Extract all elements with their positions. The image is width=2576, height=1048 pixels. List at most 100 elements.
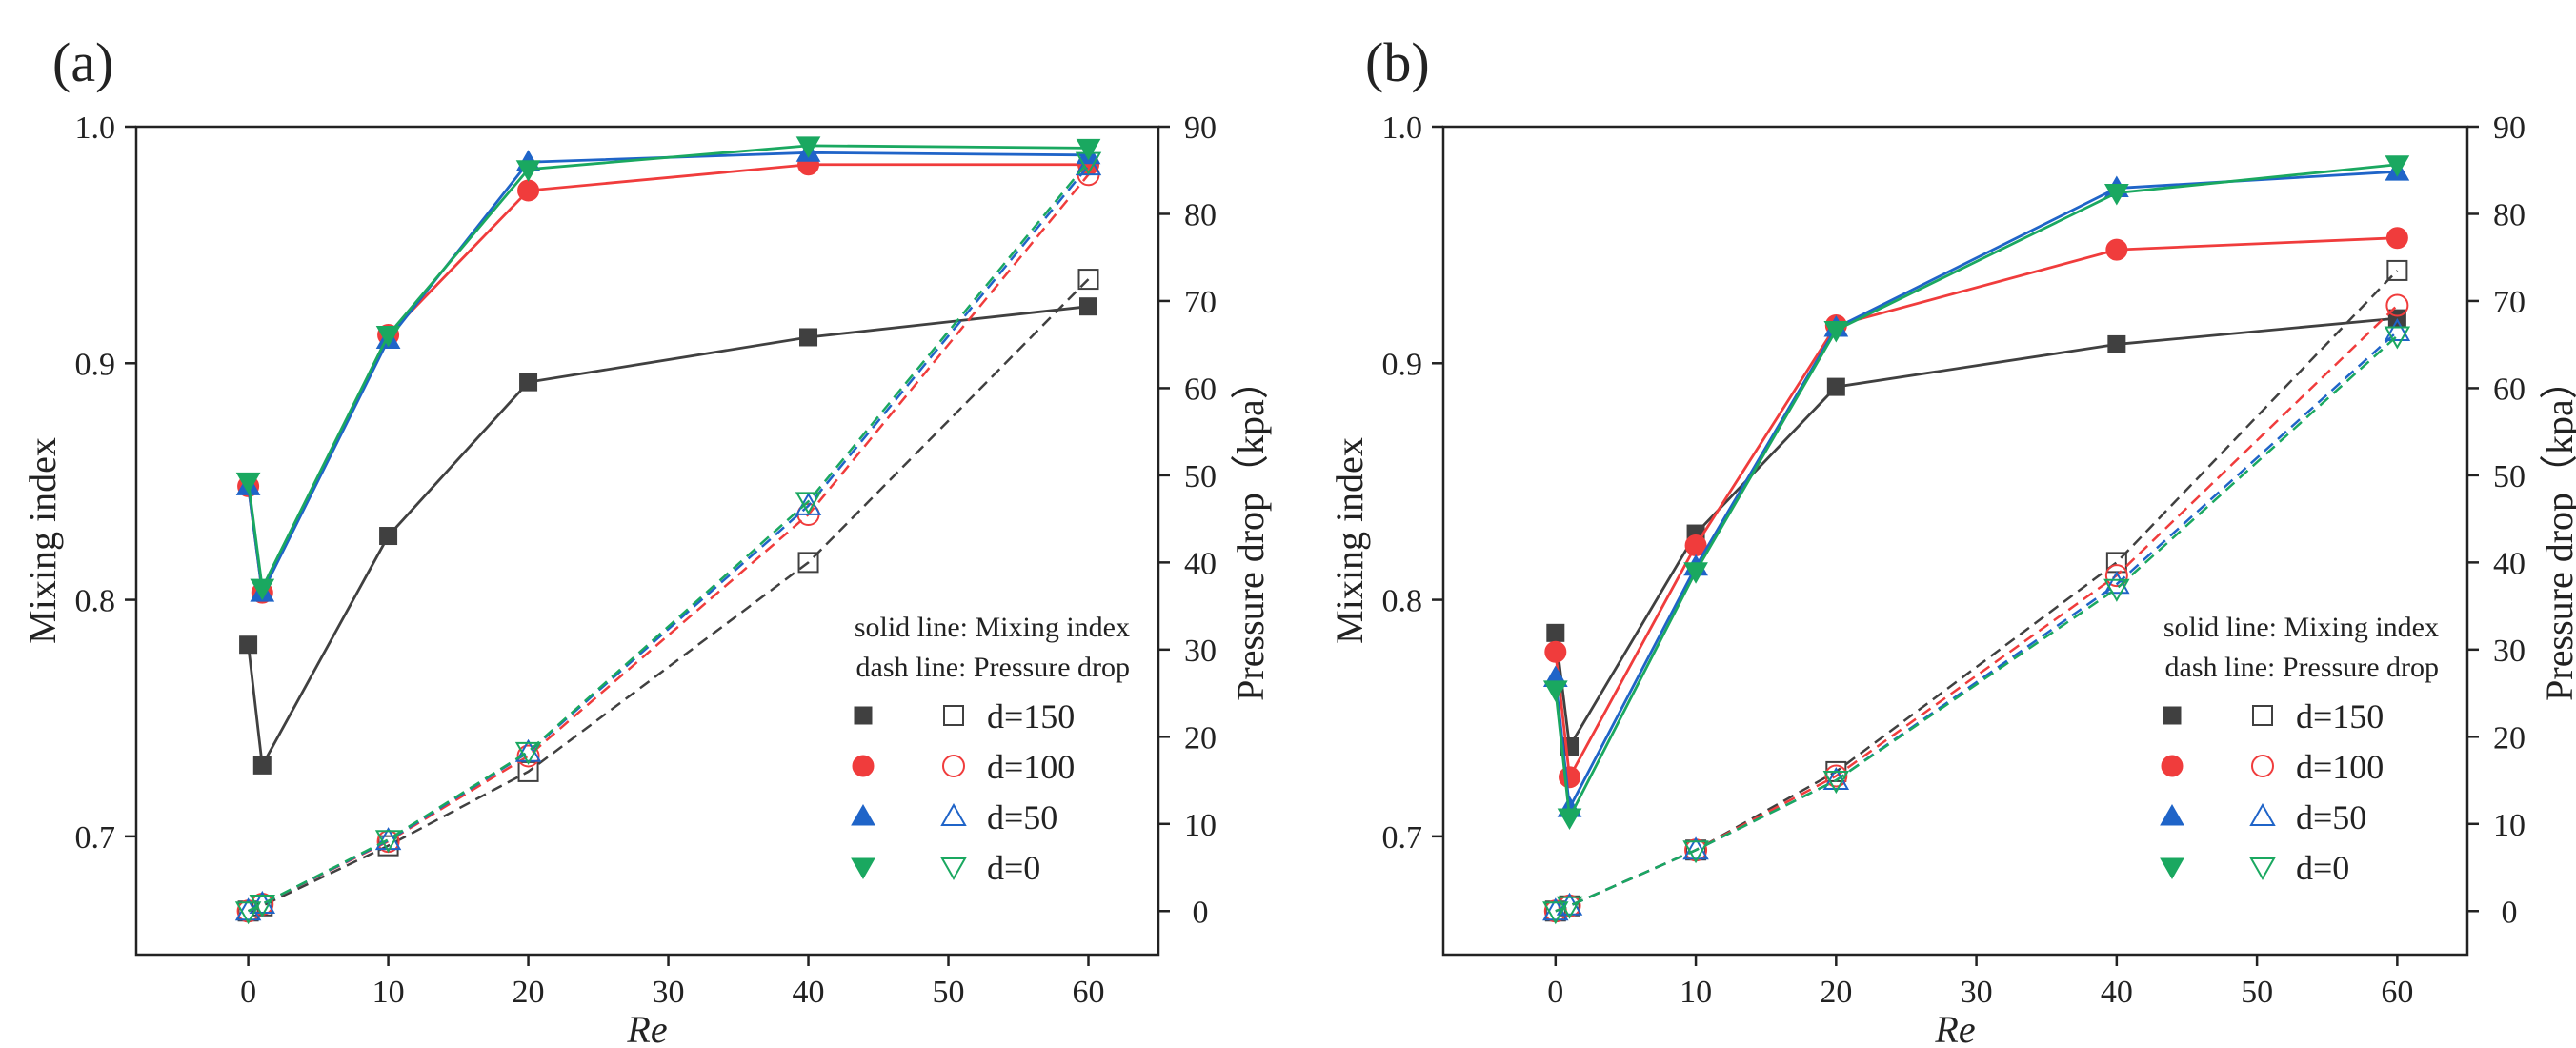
y-right-tick-label: 60 bbox=[2493, 372, 2526, 407]
panel-b: (b) 0 10 20 30 40 50 60 0.7 0.8 0.9 1.0 0 10 20 30 40 50 6… bbox=[1328, 31, 2576, 1048]
legend-label: d=0 bbox=[987, 849, 1040, 887]
mixing-index-point bbox=[2107, 334, 2126, 353]
y-right-tick-label: 10 bbox=[1184, 808, 1217, 843]
pressure-drop-point bbox=[514, 741, 542, 765]
legend-open-marker bbox=[2251, 755, 2274, 777]
legend-open-marker bbox=[942, 755, 965, 777]
mixing-index-point bbox=[250, 578, 275, 601]
pressure-drop-point bbox=[2386, 259, 2408, 281]
mixing-index-point bbox=[239, 635, 258, 655]
panel-a: (a) 0 10 20 30 40 50 60 0.7 0.8 0.9 1.0 0 10 20 30 40 50 6… bbox=[21, 31, 1272, 1048]
x-tick-label: 10 bbox=[372, 975, 405, 1010]
y-left-tick-label: 0.7 bbox=[1382, 820, 1423, 856]
mixing-index-point bbox=[1826, 377, 1845, 396]
pressure-drop-line bbox=[248, 160, 1090, 913]
pressure-drop-point bbox=[234, 901, 262, 925]
legend-label: d=50 bbox=[987, 798, 1057, 836]
x-axis-label: Re bbox=[626, 1008, 667, 1048]
y-right-tick-label: 90 bbox=[2493, 111, 2526, 146]
y-right-axis-label: Pressure drop（kpa） bbox=[2538, 361, 2576, 701]
mixing-index-point bbox=[2103, 184, 2129, 206]
note-dash-line: dash line: Pressure drop bbox=[856, 652, 1130, 683]
series-d=100 bbox=[236, 153, 1100, 923]
mixing-index-line bbox=[247, 144, 1089, 593]
y-right-tick-label: 70 bbox=[1184, 285, 1217, 320]
x-tick-label: 30 bbox=[1961, 975, 1993, 1010]
y-right-tick-label: 0 bbox=[1193, 895, 1209, 930]
mixing-index-point bbox=[252, 756, 272, 775]
y-left-tick-label: 0.7 bbox=[75, 820, 116, 856]
pressure-drop-line bbox=[1555, 334, 2399, 913]
y-left-axis-label: Mixing index bbox=[1328, 437, 1371, 644]
y-left-tick-label: 1.0 bbox=[1382, 111, 1423, 146]
series-d=150 bbox=[237, 269, 1099, 922]
legend-label: d=100 bbox=[2296, 748, 2384, 786]
x-tick-label: 30 bbox=[653, 975, 685, 1010]
pressure-drop-point bbox=[1822, 767, 1850, 791]
x-tick-label: 40 bbox=[2101, 975, 2133, 1010]
legend-filled-marker bbox=[854, 706, 873, 725]
series-d=50 bbox=[234, 140, 1102, 921]
y-right-tick-label: 50 bbox=[1184, 459, 1217, 494]
mixing-index-point bbox=[2105, 238, 2128, 261]
x-tick-label: 20 bbox=[513, 975, 545, 1010]
mixing-index-line bbox=[247, 151, 1089, 597]
panel-label: (b) bbox=[1365, 31, 1430, 93]
legend-label: d=150 bbox=[2296, 697, 2384, 736]
pressure-drop-point bbox=[2103, 578, 2130, 602]
y-right-tick-label: 30 bbox=[2493, 634, 2526, 669]
y-right-tick-label: 90 bbox=[1184, 111, 1217, 146]
pressure-drop-point bbox=[2104, 564, 2128, 588]
series-d=100 bbox=[1543, 227, 2409, 923]
x-tick-label: 40 bbox=[793, 975, 825, 1010]
y-right-tick-label: 80 bbox=[2493, 197, 2526, 232]
mixing-index-point bbox=[1683, 562, 1708, 584]
series-d=0 bbox=[1542, 155, 2411, 925]
mixing-index-point bbox=[1076, 138, 1101, 161]
legend-label: d=0 bbox=[2296, 849, 2349, 887]
pressure-drop-point bbox=[1822, 771, 1850, 795]
pressure-drop-point bbox=[514, 738, 542, 762]
x-tick-label: 0 bbox=[1547, 975, 1563, 1010]
pressure-drop-point bbox=[1542, 901, 1569, 925]
pressure-drop-point bbox=[374, 827, 402, 851]
y-left-tick-label: 0.9 bbox=[1382, 347, 1423, 382]
legend-label: d=150 bbox=[987, 697, 1075, 736]
pressure-drop-point bbox=[797, 552, 819, 574]
series-d=50 bbox=[1542, 159, 2411, 921]
legend-open-marker bbox=[940, 857, 967, 881]
mixing-index-point bbox=[1546, 623, 1565, 642]
mixing-index-line bbox=[1554, 316, 2398, 751]
pressure-drop-point bbox=[795, 492, 822, 515]
mixing-index-point bbox=[2385, 227, 2408, 250]
mixing-index-point bbox=[1542, 680, 1568, 702]
panel-label: (a) bbox=[52, 31, 113, 93]
pressure-drop-line bbox=[1555, 331, 2399, 913]
x-tick-label: 20 bbox=[1820, 975, 1852, 1010]
pressure-drop-point bbox=[1556, 896, 1583, 919]
mixing-index-line bbox=[1554, 163, 2398, 822]
plot-frame bbox=[134, 125, 1160, 957]
mixing-index-line bbox=[1554, 236, 2398, 782]
x-axis-label: Re bbox=[1934, 1008, 1975, 1048]
y-right-tick-label: 70 bbox=[2493, 285, 2526, 320]
series-d=150 bbox=[1544, 259, 2408, 922]
y-left-axis-label: Mixing index bbox=[21, 437, 64, 644]
note-solid-line: solid line: Mixing index bbox=[855, 612, 1130, 643]
legend-filled-marker bbox=[2160, 803, 2184, 826]
legend-filled-marker bbox=[2161, 755, 2184, 777]
legend-filled-marker bbox=[2160, 857, 2184, 880]
legend-label: d=100 bbox=[987, 748, 1075, 786]
legend-filled-marker bbox=[2163, 706, 2182, 725]
y-right-tick-label: 0 bbox=[2502, 895, 2518, 930]
legend: d=150 d=100 d=50 d=0 bbox=[851, 697, 1075, 887]
x-tick-label: 0 bbox=[240, 975, 256, 1010]
note-dash-line: dash line: Pressure drop bbox=[2165, 652, 2439, 683]
y-right-tick-label: 60 bbox=[1184, 372, 1217, 407]
pressure-drop-point bbox=[2384, 317, 2411, 341]
mixing-index-point bbox=[1079, 297, 1098, 316]
y-left-tick-label: 0.9 bbox=[75, 347, 116, 382]
y-right-tick-label: 40 bbox=[2493, 546, 2526, 581]
y-right-tick-label: 50 bbox=[2493, 459, 2526, 494]
x-tick-label: 10 bbox=[1680, 975, 1712, 1010]
